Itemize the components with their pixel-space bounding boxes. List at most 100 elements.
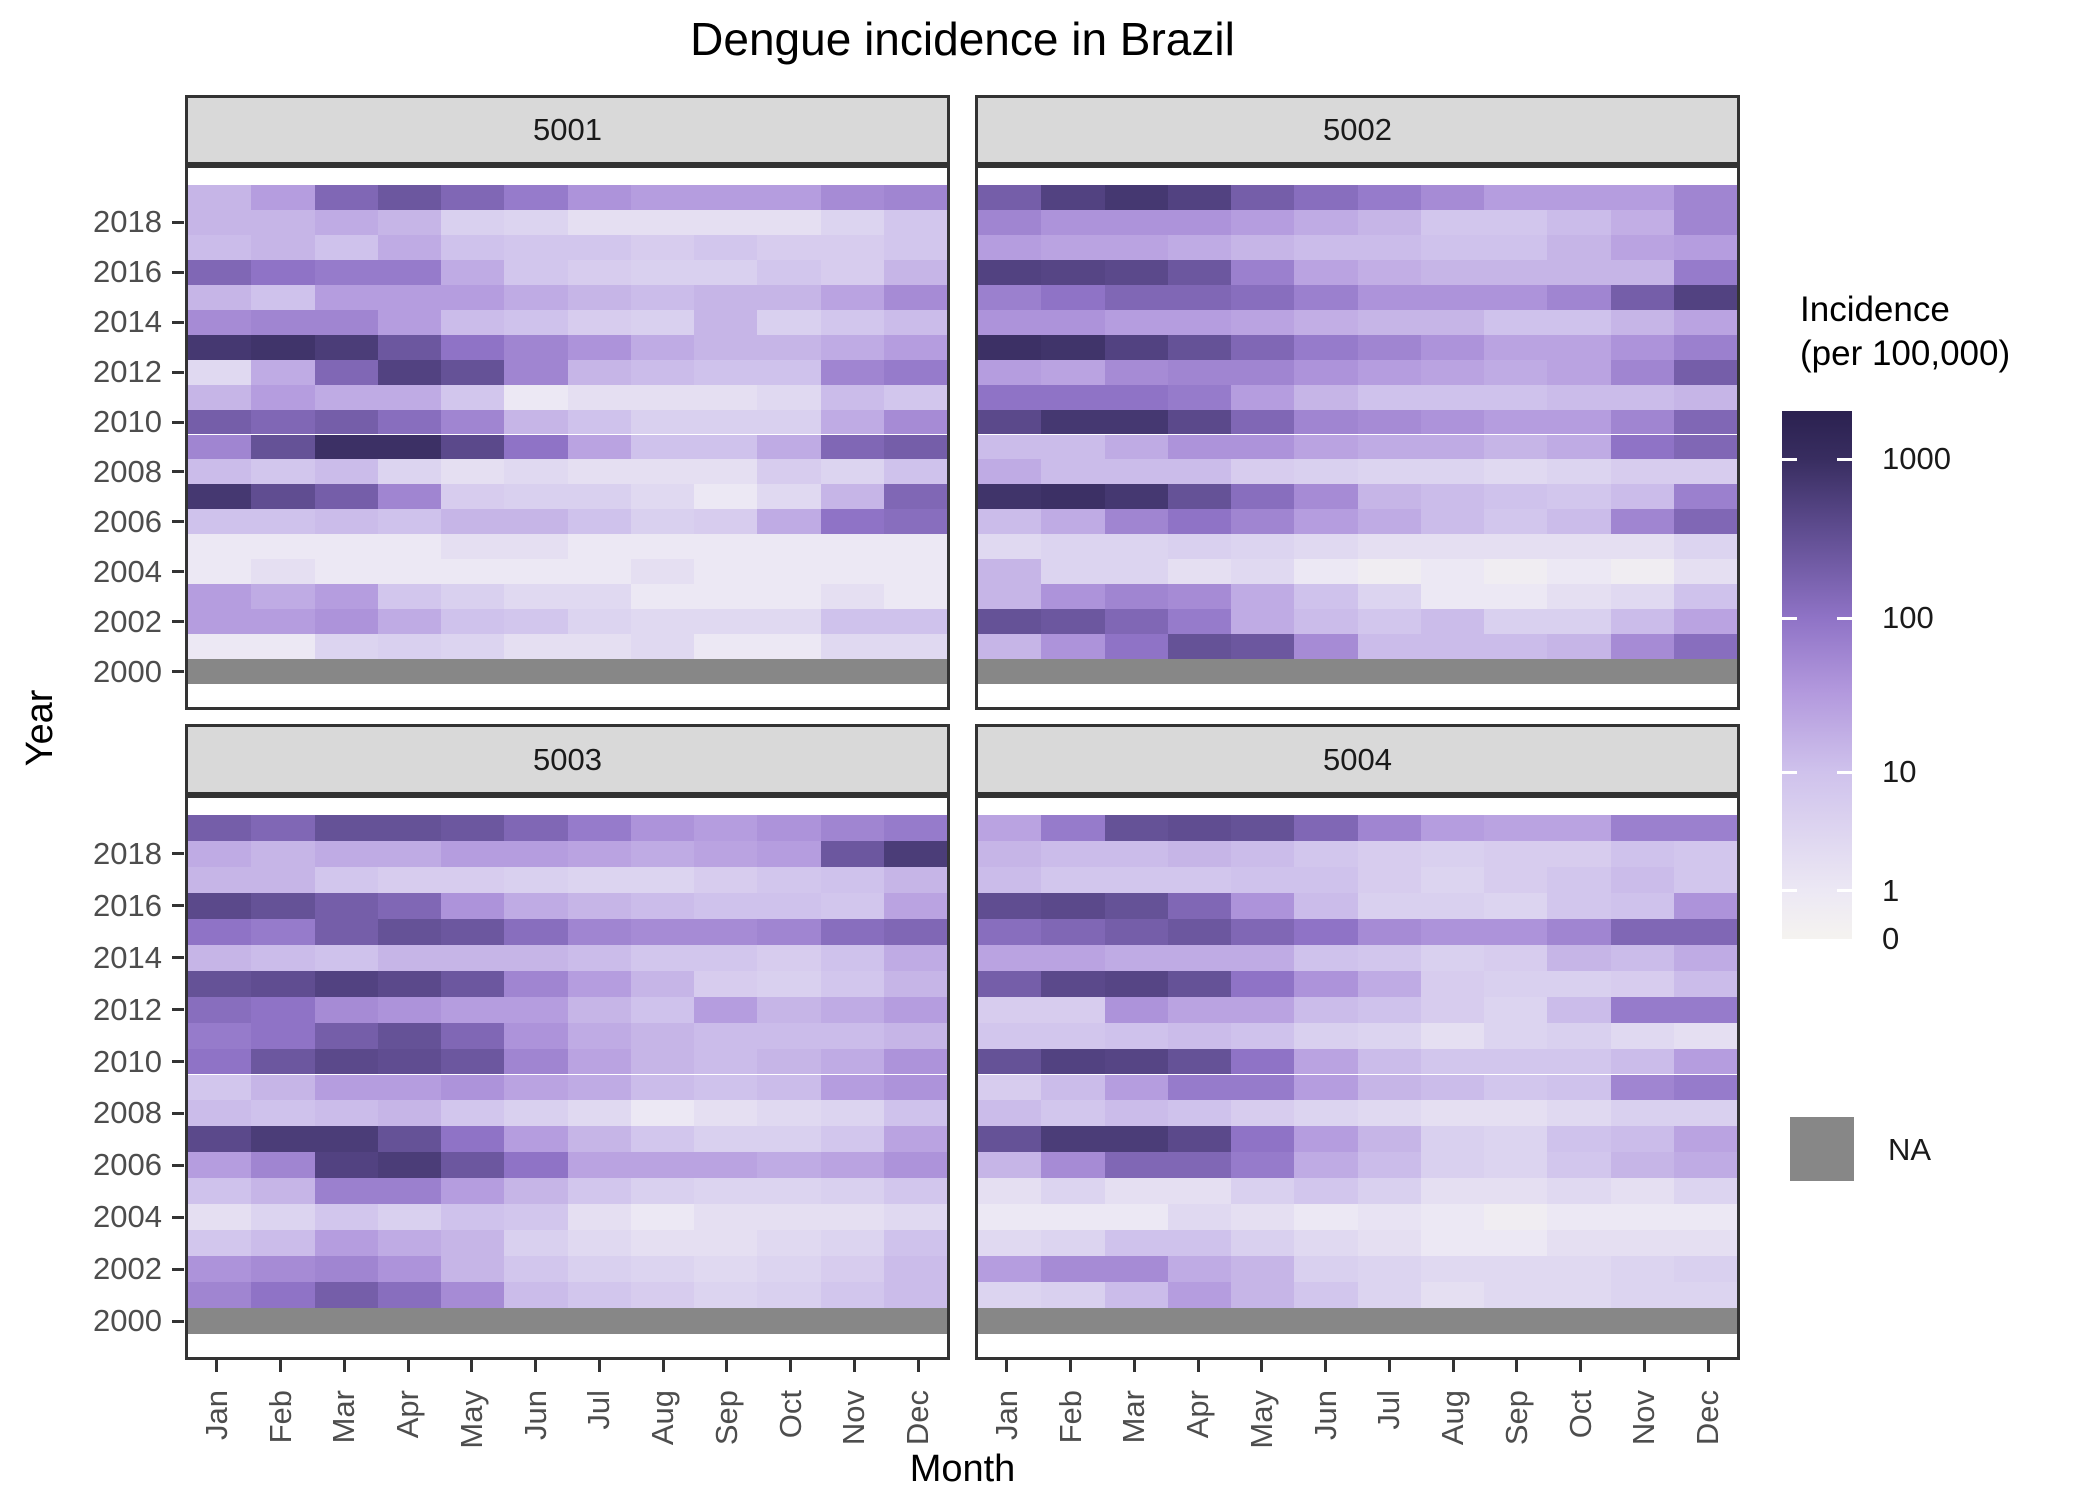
heatmap-cell xyxy=(883,559,947,585)
heatmap-cell xyxy=(504,209,568,235)
x-axis-tick xyxy=(1387,1360,1391,1372)
heatmap-cell xyxy=(441,434,505,460)
heatmap-cell xyxy=(757,185,821,210)
heatmap-cell xyxy=(978,815,1042,841)
heatmap-cell xyxy=(883,1178,947,1205)
heatmap-cell xyxy=(1547,1178,1611,1205)
heatmap-cell xyxy=(1231,259,1295,285)
heatmap-cell xyxy=(630,559,694,585)
heatmap-cell xyxy=(1041,1022,1105,1049)
x-axis-tick xyxy=(1196,1360,1200,1372)
heatmap-cell xyxy=(188,815,252,841)
heatmap-cell xyxy=(694,1048,758,1075)
heatmap-row-2005 xyxy=(978,534,1737,560)
heatmap-cell xyxy=(1104,815,1168,841)
heatmap-row-2017 xyxy=(978,866,1737,893)
heatmap-cell xyxy=(1420,584,1484,610)
heatmap-cell xyxy=(694,1074,758,1101)
y-axis-tick-label: 2014 xyxy=(93,304,162,340)
heatmap-cell xyxy=(1673,1022,1737,1049)
heatmap-cell xyxy=(377,1022,441,1049)
heatmap-cell xyxy=(1484,1100,1548,1127)
heatmap-cell xyxy=(1041,209,1105,235)
heatmap-cell xyxy=(504,634,568,660)
heatmap-cell xyxy=(1167,484,1231,510)
heatmap-cell xyxy=(314,234,378,260)
heatmap-cell xyxy=(1673,1256,1737,1283)
heatmap-cell xyxy=(1484,996,1548,1023)
heatmap-cell xyxy=(630,1256,694,1283)
heatmap-cell xyxy=(978,509,1042,535)
x-axis-tick xyxy=(1579,1360,1583,1372)
heatmap-cell xyxy=(1420,866,1484,893)
heatmap-cell xyxy=(567,359,631,385)
y-axis-tick xyxy=(172,470,184,474)
y-axis-tick xyxy=(172,370,184,374)
heatmap-cell xyxy=(377,1256,441,1283)
heatmap-cell xyxy=(630,1074,694,1101)
heatmap-cell xyxy=(1357,409,1421,435)
heatmap-cell xyxy=(1673,359,1737,385)
heatmap-cell xyxy=(883,944,947,971)
heatmap-cell xyxy=(1673,1152,1737,1179)
heatmap-cell xyxy=(377,634,441,660)
heatmap-cell xyxy=(251,1100,315,1127)
heatmap-cell xyxy=(1104,309,1168,335)
x-axis-tick xyxy=(1132,1360,1136,1372)
heatmap-cell xyxy=(1231,918,1295,945)
heatmap-cell xyxy=(1294,609,1358,635)
heatmap-cell xyxy=(1294,1074,1358,1101)
heatmap-cell xyxy=(978,1204,1042,1231)
heatmap-cell xyxy=(504,559,568,585)
heatmap-cell xyxy=(1294,970,1358,997)
heatmap-cell xyxy=(1167,609,1231,635)
heatmap-cell xyxy=(314,1126,378,1153)
heatmap-row-2009 xyxy=(188,434,947,460)
heatmap-cell xyxy=(377,509,441,535)
heatmap-row-2009 xyxy=(978,434,1737,460)
heatmap-cell xyxy=(251,918,315,945)
heatmap-cell xyxy=(567,1204,631,1231)
facet-strip-label: 5004 xyxy=(1323,741,1392,777)
heatmap-cell xyxy=(567,1230,631,1257)
heatmap-cell xyxy=(820,1048,884,1075)
heatmap-cell xyxy=(757,866,821,893)
heatmap-cell xyxy=(441,284,505,310)
heatmap-cell xyxy=(441,1152,505,1179)
heatmap-cell xyxy=(377,209,441,235)
x-axis-tick xyxy=(534,1360,538,1372)
heatmap-cell xyxy=(630,284,694,310)
heatmap-cell xyxy=(1673,185,1737,210)
heatmap-cell xyxy=(883,309,947,335)
legend-tick xyxy=(1782,457,1797,461)
heatmap-cell xyxy=(1610,509,1674,535)
heatmap-cell xyxy=(1167,944,1231,971)
heatmap-cell xyxy=(1294,509,1358,535)
y-axis-tick-label: 2004 xyxy=(93,553,162,589)
heatmap-cell xyxy=(694,334,758,360)
heatmap-cell xyxy=(694,484,758,510)
y-axis-tick xyxy=(172,520,184,524)
heatmap-cell xyxy=(1610,634,1674,660)
heatmap-cell xyxy=(441,1256,505,1283)
heatmap-cell xyxy=(1231,409,1295,435)
heatmap-cell xyxy=(1294,659,1358,684)
heatmap-cell xyxy=(1231,309,1295,335)
heatmap-cell xyxy=(314,1100,378,1127)
y-axis-tick xyxy=(172,852,184,856)
heatmap-cell xyxy=(978,309,1042,335)
heatmap-cell xyxy=(188,484,252,510)
heatmap-cell xyxy=(188,892,252,919)
heatmap-cell xyxy=(441,1204,505,1231)
heatmap-cell xyxy=(1547,359,1611,385)
heatmap-cell xyxy=(1041,970,1105,997)
heatmap-cell xyxy=(1167,659,1231,684)
heatmap-cell xyxy=(883,209,947,235)
heatmap-cell xyxy=(567,970,631,997)
heatmap-cell xyxy=(1041,185,1105,210)
heatmap-row-2014 xyxy=(188,309,947,335)
heatmap-cell xyxy=(1294,996,1358,1023)
heatmap-cell xyxy=(1610,1022,1674,1049)
heatmap-cell xyxy=(757,209,821,235)
